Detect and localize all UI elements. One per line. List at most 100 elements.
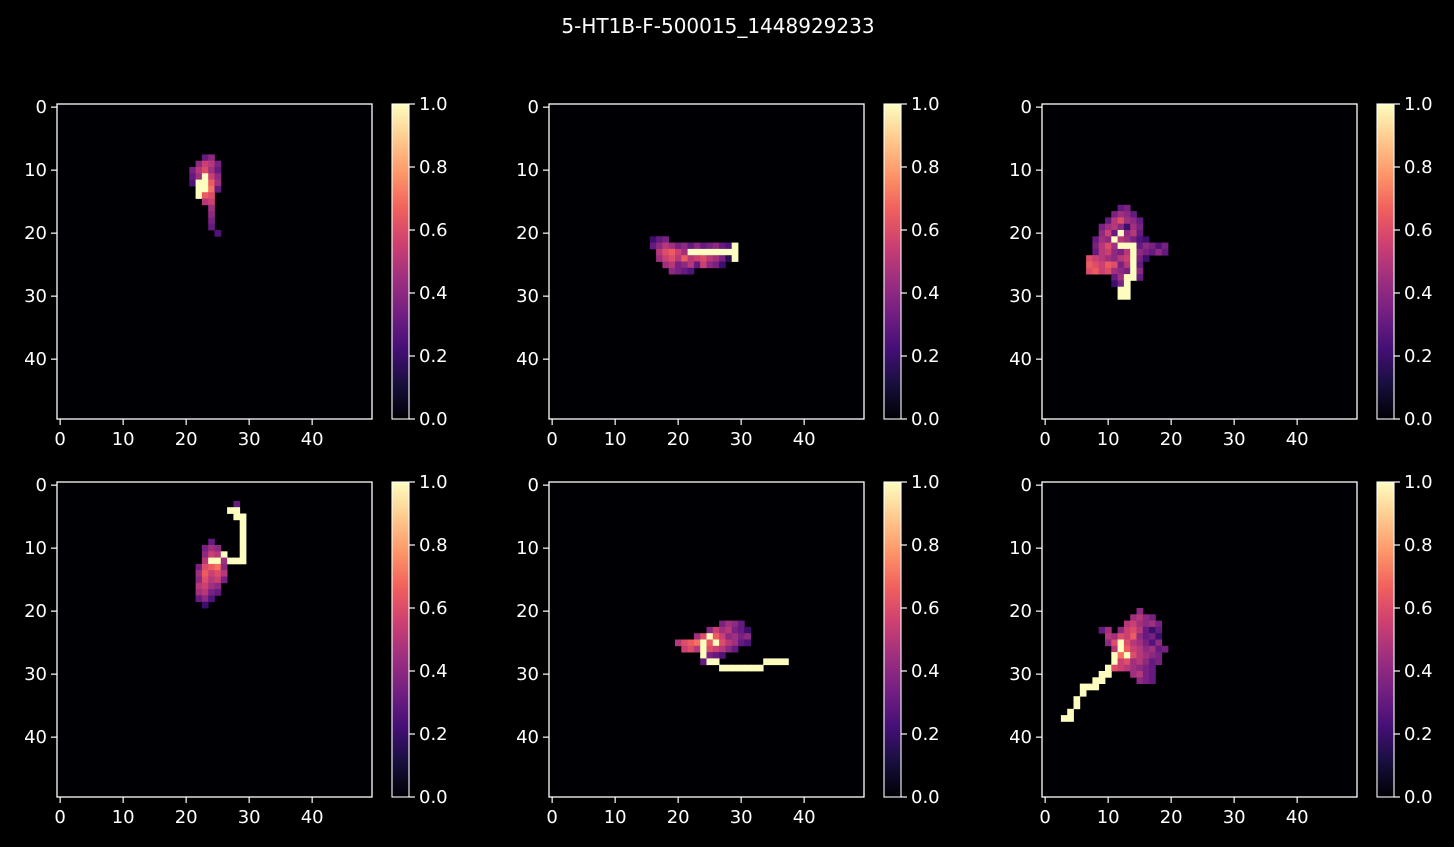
heatmap-cell: [1117, 626, 1125, 634]
heatmap-cell: [195, 576, 203, 584]
heatmap-cell: [1142, 645, 1150, 653]
heatmap-cell: [1142, 620, 1150, 628]
heatmap-cell: [214, 557, 222, 565]
heatmap-cell: [1142, 671, 1150, 678]
heatmap-cell: [1136, 652, 1144, 659]
heatmap-cell: [744, 664, 751, 672]
heatmap-cell: [1117, 204, 1125, 212]
heatmap-cell: [1136, 620, 1144, 628]
heatmap-cell: [1161, 645, 1169, 653]
y-tick-label: 40: [516, 727, 539, 748]
heatmap-cell: [725, 620, 733, 628]
heatmap-cell: [239, 526, 247, 533]
heatmap-cell: [201, 192, 209, 199]
heatmap-cell: [1111, 274, 1118, 281]
colorbar: [391, 103, 410, 420]
heatmap-cell: [712, 255, 720, 262]
heatmap-cell: [1105, 261, 1112, 269]
heatmap-cell: [675, 639, 682, 647]
colorbar-tick-label: 0.2: [419, 724, 448, 745]
axes-frame: [56, 481, 373, 798]
heatmap-cell: [208, 545, 215, 552]
heatmap-cell: [1117, 242, 1125, 250]
heatmap-cell: [1149, 626, 1156, 634]
heatmap-cell: [1117, 261, 1125, 269]
heatmap-cell: [208, 167, 215, 174]
heatmap-cell: [725, 248, 733, 256]
heatmap-cell: [1067, 708, 1074, 716]
heatmap-cell: [712, 242, 720, 250]
heatmap-cell: [1142, 626, 1150, 634]
y-tick-label: 30: [1009, 286, 1032, 307]
y-tick-label: 20: [516, 601, 539, 622]
y-tick-label: 40: [24, 349, 47, 370]
heatmap-cell: [1092, 236, 1100, 243]
heatmap-cell: [208, 576, 215, 584]
heatmap-cell: [195, 167, 203, 174]
x-tick-label: 20: [667, 429, 690, 450]
heatmap-cell: [731, 255, 739, 262]
heatmap-cell: [1098, 236, 1106, 243]
heatmap-cell: [208, 557, 215, 565]
heatmap-cell: [1105, 671, 1112, 678]
y-tick-label: 10: [516, 538, 539, 559]
heatmap-cell: [1105, 633, 1112, 640]
heatmap-cell: [1142, 255, 1150, 262]
heatmap-cell: [1130, 626, 1137, 634]
heatmap-cell: [1130, 671, 1137, 678]
heatmap-cell: [1123, 242, 1131, 250]
heatmap-cell: [719, 626, 726, 634]
heatmap-cells: [195, 500, 247, 609]
heatmap-cell: [693, 645, 701, 653]
heatmap-cell: [1130, 261, 1137, 269]
heatmap-cell: [201, 185, 209, 193]
y-tick-label: 0: [36, 475, 47, 496]
heatmap-cell: [214, 576, 222, 584]
heatmap-cell: [1130, 652, 1137, 659]
heatmap-cell: [1073, 696, 1081, 703]
heatmap-cell: [1111, 633, 1118, 640]
colorbar-tick-label: 0.0: [1404, 787, 1433, 808]
heatmap-cell: [706, 652, 714, 659]
heatmap-cell: [700, 248, 707, 256]
heatmap-cell: [1098, 626, 1106, 634]
heatmap-cell: [233, 557, 241, 565]
heatmap-cell: [1098, 677, 1106, 684]
heatmap-cells: [1086, 204, 1169, 300]
heatmap-cell: [656, 242, 663, 250]
y-tick-label: 0: [528, 475, 539, 496]
heatmap-cell: [195, 160, 203, 168]
heatmap-cell: [201, 198, 209, 206]
colorbar-tick-label: 0.6: [911, 598, 940, 619]
x-tick-label: 30: [730, 807, 753, 828]
heatmap-cell: [700, 645, 707, 653]
heatmap-cell: [1149, 620, 1156, 628]
x-tick-label: 30: [238, 429, 261, 450]
colorbar-tick-label: 0.4: [911, 661, 940, 682]
heatmap-cell: [1136, 608, 1144, 615]
heatmap-cell: [725, 255, 733, 262]
heatmap-cell: [738, 639, 745, 647]
x-tick-label: 40: [793, 807, 816, 828]
heatmap-cell: [712, 645, 720, 653]
x-tick-label: 0: [546, 807, 557, 828]
heatmap-cell: [1067, 715, 1074, 722]
heatmap-cell: [1136, 217, 1144, 225]
heatmap-cell: [662, 242, 670, 250]
heatmap-cell: [1123, 223, 1131, 231]
heatmap-cell: [668, 248, 676, 256]
heatmap-cell: [687, 248, 695, 256]
heatmap-cell: [1117, 248, 1125, 256]
heatmap-cell: [706, 639, 714, 647]
heatmap-cell: [769, 658, 777, 666]
heatmap-cell: [1149, 671, 1156, 678]
heatmap-cell: [1123, 286, 1131, 294]
heatmap-cell: [1105, 242, 1112, 250]
heatmap-cell: [1105, 217, 1112, 225]
heatmap-cell: [195, 192, 203, 199]
heatmap-cell: [1155, 645, 1163, 653]
heatmap-cell: [1161, 242, 1169, 250]
heatmap-cell: [1123, 217, 1131, 225]
heatmap-cell: [1136, 671, 1144, 678]
